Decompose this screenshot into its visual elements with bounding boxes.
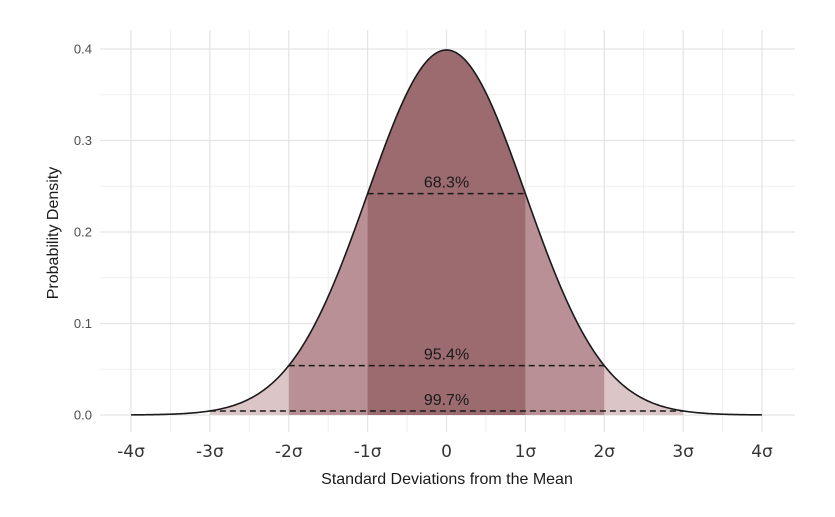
x-tick-label: 4σ — [751, 442, 773, 462]
band-lines: 68.3% 95.4% 99.7% — [209, 175, 684, 412]
density-curve — [130, 49, 763, 416]
x-tick-label: 3σ — [672, 442, 694, 462]
curve-layer — [130, 49, 763, 416]
y-axis-title: Probability Density — [45, 167, 62, 300]
x-tick-label: -4σ — [117, 442, 145, 462]
x-tick-label: 0 — [441, 442, 452, 462]
band-label: 95.4% — [424, 347, 469, 364]
band-area-1 — [367, 49, 526, 415]
x-tick-label: -2σ — [275, 442, 303, 462]
x-tick-label: 2σ — [593, 442, 615, 462]
shaded-bands — [209, 49, 684, 415]
band-label: 99.7% — [424, 392, 469, 409]
y-tick-label: 0.1 — [74, 316, 92, 331]
y-tick-label: 0.3 — [74, 133, 92, 148]
x-tick-label: 1σ — [515, 442, 537, 462]
x-tick-label: -1σ — [354, 442, 382, 462]
y-axis-ticks: 0.0 0.1 0.2 0.3 0.4 — [74, 42, 92, 423]
y-tick-label: 0.2 — [74, 225, 92, 240]
y-tick-label: 0.0 — [74, 408, 92, 423]
y-tick-label: 0.4 — [74, 42, 92, 57]
band-label: 68.3% — [424, 175, 469, 192]
x-tick-label: -3σ — [196, 442, 224, 462]
x-axis-ticks: -4σ -3σ -2σ -1σ 0 1σ 2σ 3σ 4σ — [117, 442, 773, 462]
x-axis-title: Standard Deviations from the Mean — [321, 471, 573, 488]
